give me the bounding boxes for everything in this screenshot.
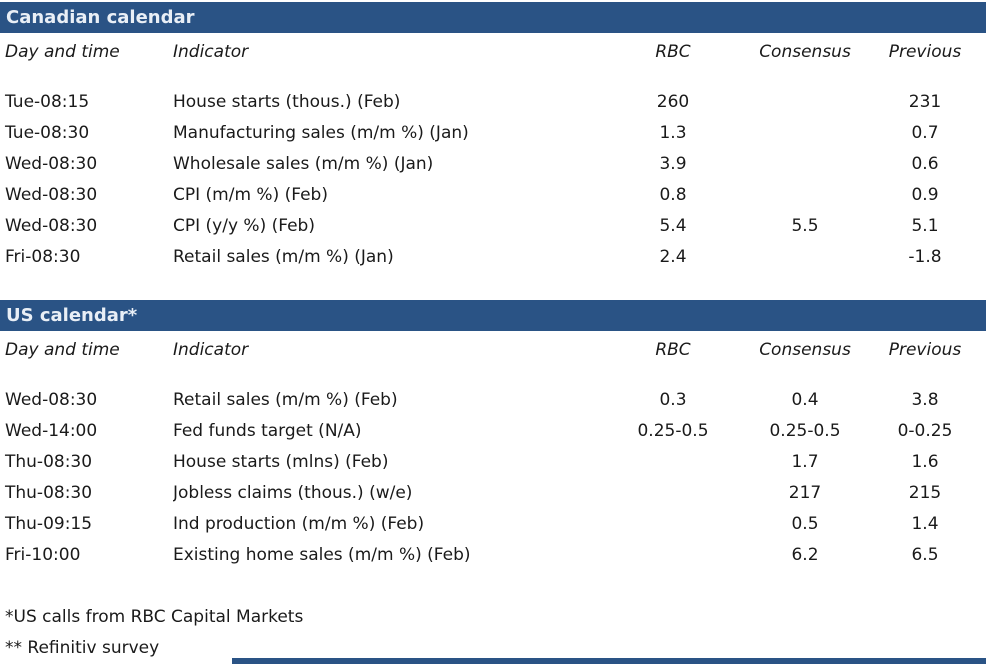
- cell-previous: 5.1: [911, 215, 939, 236]
- cell-indicator: Retail sales (m/m %) (Jan): [173, 246, 394, 267]
- cell-indicator: Manufacturing sales (m/m %) (Jan): [173, 122, 469, 143]
- cell-previous: 215: [908, 482, 942, 503]
- cell-previous: 0-0.25: [897, 420, 953, 441]
- column-header-rbc: RBC: [655, 340, 691, 360]
- cell-consensus: 5.5: [791, 215, 819, 236]
- cell-rbc: 0.3: [659, 389, 687, 410]
- cell-rbc: 260: [656, 91, 690, 112]
- table-row: Thu-09:15 Ind production (m/m %) (Feb) 0.5…: [0, 508, 986, 539]
- bottom-rule: [232, 658, 986, 664]
- cell-day: Wed-08:30: [5, 389, 98, 410]
- table-row: Wed-14:00 Fed funds target (N/A) 0.25-0.5 0…: [0, 415, 986, 446]
- cell-consensus: 1.7: [791, 451, 819, 472]
- cell-day: Thu-09:15: [5, 513, 93, 534]
- cell-day: Tue-08:30: [5, 122, 90, 143]
- cell-rbc: 2.4: [659, 246, 687, 267]
- column-header-day: Day and time: [5, 340, 120, 360]
- cell-day: Wed-08:30: [5, 215, 98, 236]
- table-row: Thu-08:30 Jobless claims (thous.) (w/e) 21…: [0, 477, 986, 508]
- column-header-indicator: Indicator: [173, 42, 249, 62]
- footnote-us-calls: *US calls from RBC Capital Markets: [5, 606, 304, 627]
- column-header-day: Day and time: [5, 42, 120, 62]
- table-row: Fri-10:00 Existing home sales (m/m %) (Fe…: [0, 539, 986, 570]
- footnote-refinitiv: ** Refinitiv survey: [5, 637, 160, 658]
- section-title: US calendar*: [6, 305, 138, 326]
- cell-rbc: 5.4: [659, 215, 687, 236]
- cell-rbc: 1.3: [659, 122, 687, 143]
- cell-rbc: 0.25-0.5: [637, 420, 709, 441]
- cell-consensus: 0.5: [791, 513, 819, 534]
- section-title-bar: Canadian calendar: [0, 2, 986, 33]
- cell-previous: 0.9: [911, 184, 939, 205]
- table-row: Fri-08:30 Retail sales (m/m %) (Jan) 2.4 -1…: [0, 241, 986, 272]
- cell-indicator: CPI (m/m %) (Feb): [173, 184, 328, 205]
- cell-day: Wed-14:00: [5, 420, 98, 441]
- table-row: Wed-08:30 CPI (m/m %) (Feb) 0.8 0.9: [0, 179, 986, 210]
- cell-indicator: Existing home sales (m/m %) (Feb): [173, 544, 471, 565]
- column-header-previous: Previous: [888, 42, 962, 62]
- cell-day: Fri-08:30: [5, 246, 81, 267]
- cell-indicator: House starts (thous.) (Feb): [173, 91, 401, 112]
- section-title-bar: US calendar*: [0, 300, 986, 331]
- header-gap: [0, 67, 986, 86]
- cell-previous: 1.6: [911, 451, 939, 472]
- cell-previous: 6.5: [911, 544, 939, 565]
- section-canadian-calendar: Canadian calendar Day and time Indicator…: [0, 2, 986, 272]
- cell-previous: 1.4: [911, 513, 939, 534]
- column-header-previous: Previous: [888, 340, 962, 360]
- table-row: Tue-08:30 Manufacturing sales (m/m %) (Ja…: [0, 117, 986, 148]
- cell-rbc: 3.9: [659, 153, 687, 174]
- cell-indicator: CPI (y/y %) (Feb): [173, 215, 315, 236]
- column-header-row: Day and time Indicator RBC Consensus Pre…: [0, 331, 986, 365]
- cell-indicator: House starts (mlns) (Feb): [173, 451, 389, 472]
- cell-day: Wed-08:30: [5, 184, 98, 205]
- cell-previous: -1.8: [908, 246, 942, 267]
- cell-rbc: 0.8: [659, 184, 687, 205]
- table-row: Wed-08:30 Retail sales (m/m %) (Feb) 0.3 0.…: [0, 384, 986, 415]
- cell-day: Thu-08:30: [5, 482, 93, 503]
- cell-previous: 0.6: [911, 153, 939, 174]
- table-row: Wed-08:30 Wholesale sales (m/m %) (Jan) 3.…: [0, 148, 986, 179]
- cell-day: Thu-08:30: [5, 451, 93, 472]
- cell-day: Wed-08:30: [5, 153, 98, 174]
- cell-indicator: Ind production (m/m %) (Feb): [173, 513, 425, 534]
- cell-indicator: Jobless claims (thous.) (w/e): [173, 482, 413, 503]
- cell-indicator: Retail sales (m/m %) (Feb): [173, 389, 398, 410]
- cell-indicator: Fed funds target (N/A): [173, 420, 362, 441]
- cell-consensus: 217: [788, 482, 822, 503]
- table-rows: Wed-08:30 Retail sales (m/m %) (Feb) 0.3 0.…: [0, 384, 986, 570]
- table-row: Wed-08:30 CPI (y/y %) (Feb) 5.4 5.5 5.1: [0, 210, 986, 241]
- cell-previous: 0.7: [911, 122, 939, 143]
- table-row: Thu-08:30 House starts (mlns) (Feb) 1.7 1.6: [0, 446, 986, 477]
- header-gap: [0, 365, 986, 384]
- cell-previous: 231: [908, 91, 942, 112]
- section-us-calendar: US calendar* Day and time Indicator RBC …: [0, 300, 986, 570]
- column-header-indicator: Indicator: [173, 340, 249, 360]
- column-header-consensus: Consensus: [759, 340, 851, 360]
- cell-consensus: 0.25-0.5: [769, 420, 841, 441]
- table-row: Tue-08:15 House starts (thous.) (Feb) 260 2…: [0, 86, 986, 117]
- table-rows: Tue-08:15 House starts (thous.) (Feb) 260 2…: [0, 86, 986, 272]
- cell-indicator: Wholesale sales (m/m %) (Jan): [173, 153, 434, 174]
- cell-consensus: 0.4: [791, 389, 819, 410]
- footnotes: *US calls from RBC Capital Markets ** Re…: [0, 601, 986, 663]
- column-header-rbc: RBC: [655, 42, 691, 62]
- section-title: Canadian calendar: [6, 7, 195, 28]
- column-header-consensus: Consensus: [759, 42, 851, 62]
- cell-consensus: 6.2: [791, 544, 819, 565]
- cell-day: Tue-08:15: [5, 91, 90, 112]
- cell-day: Fri-10:00: [5, 544, 81, 565]
- cell-previous: 3.8: [911, 389, 939, 410]
- column-header-row: Day and time Indicator RBC Consensus Pre…: [0, 33, 986, 67]
